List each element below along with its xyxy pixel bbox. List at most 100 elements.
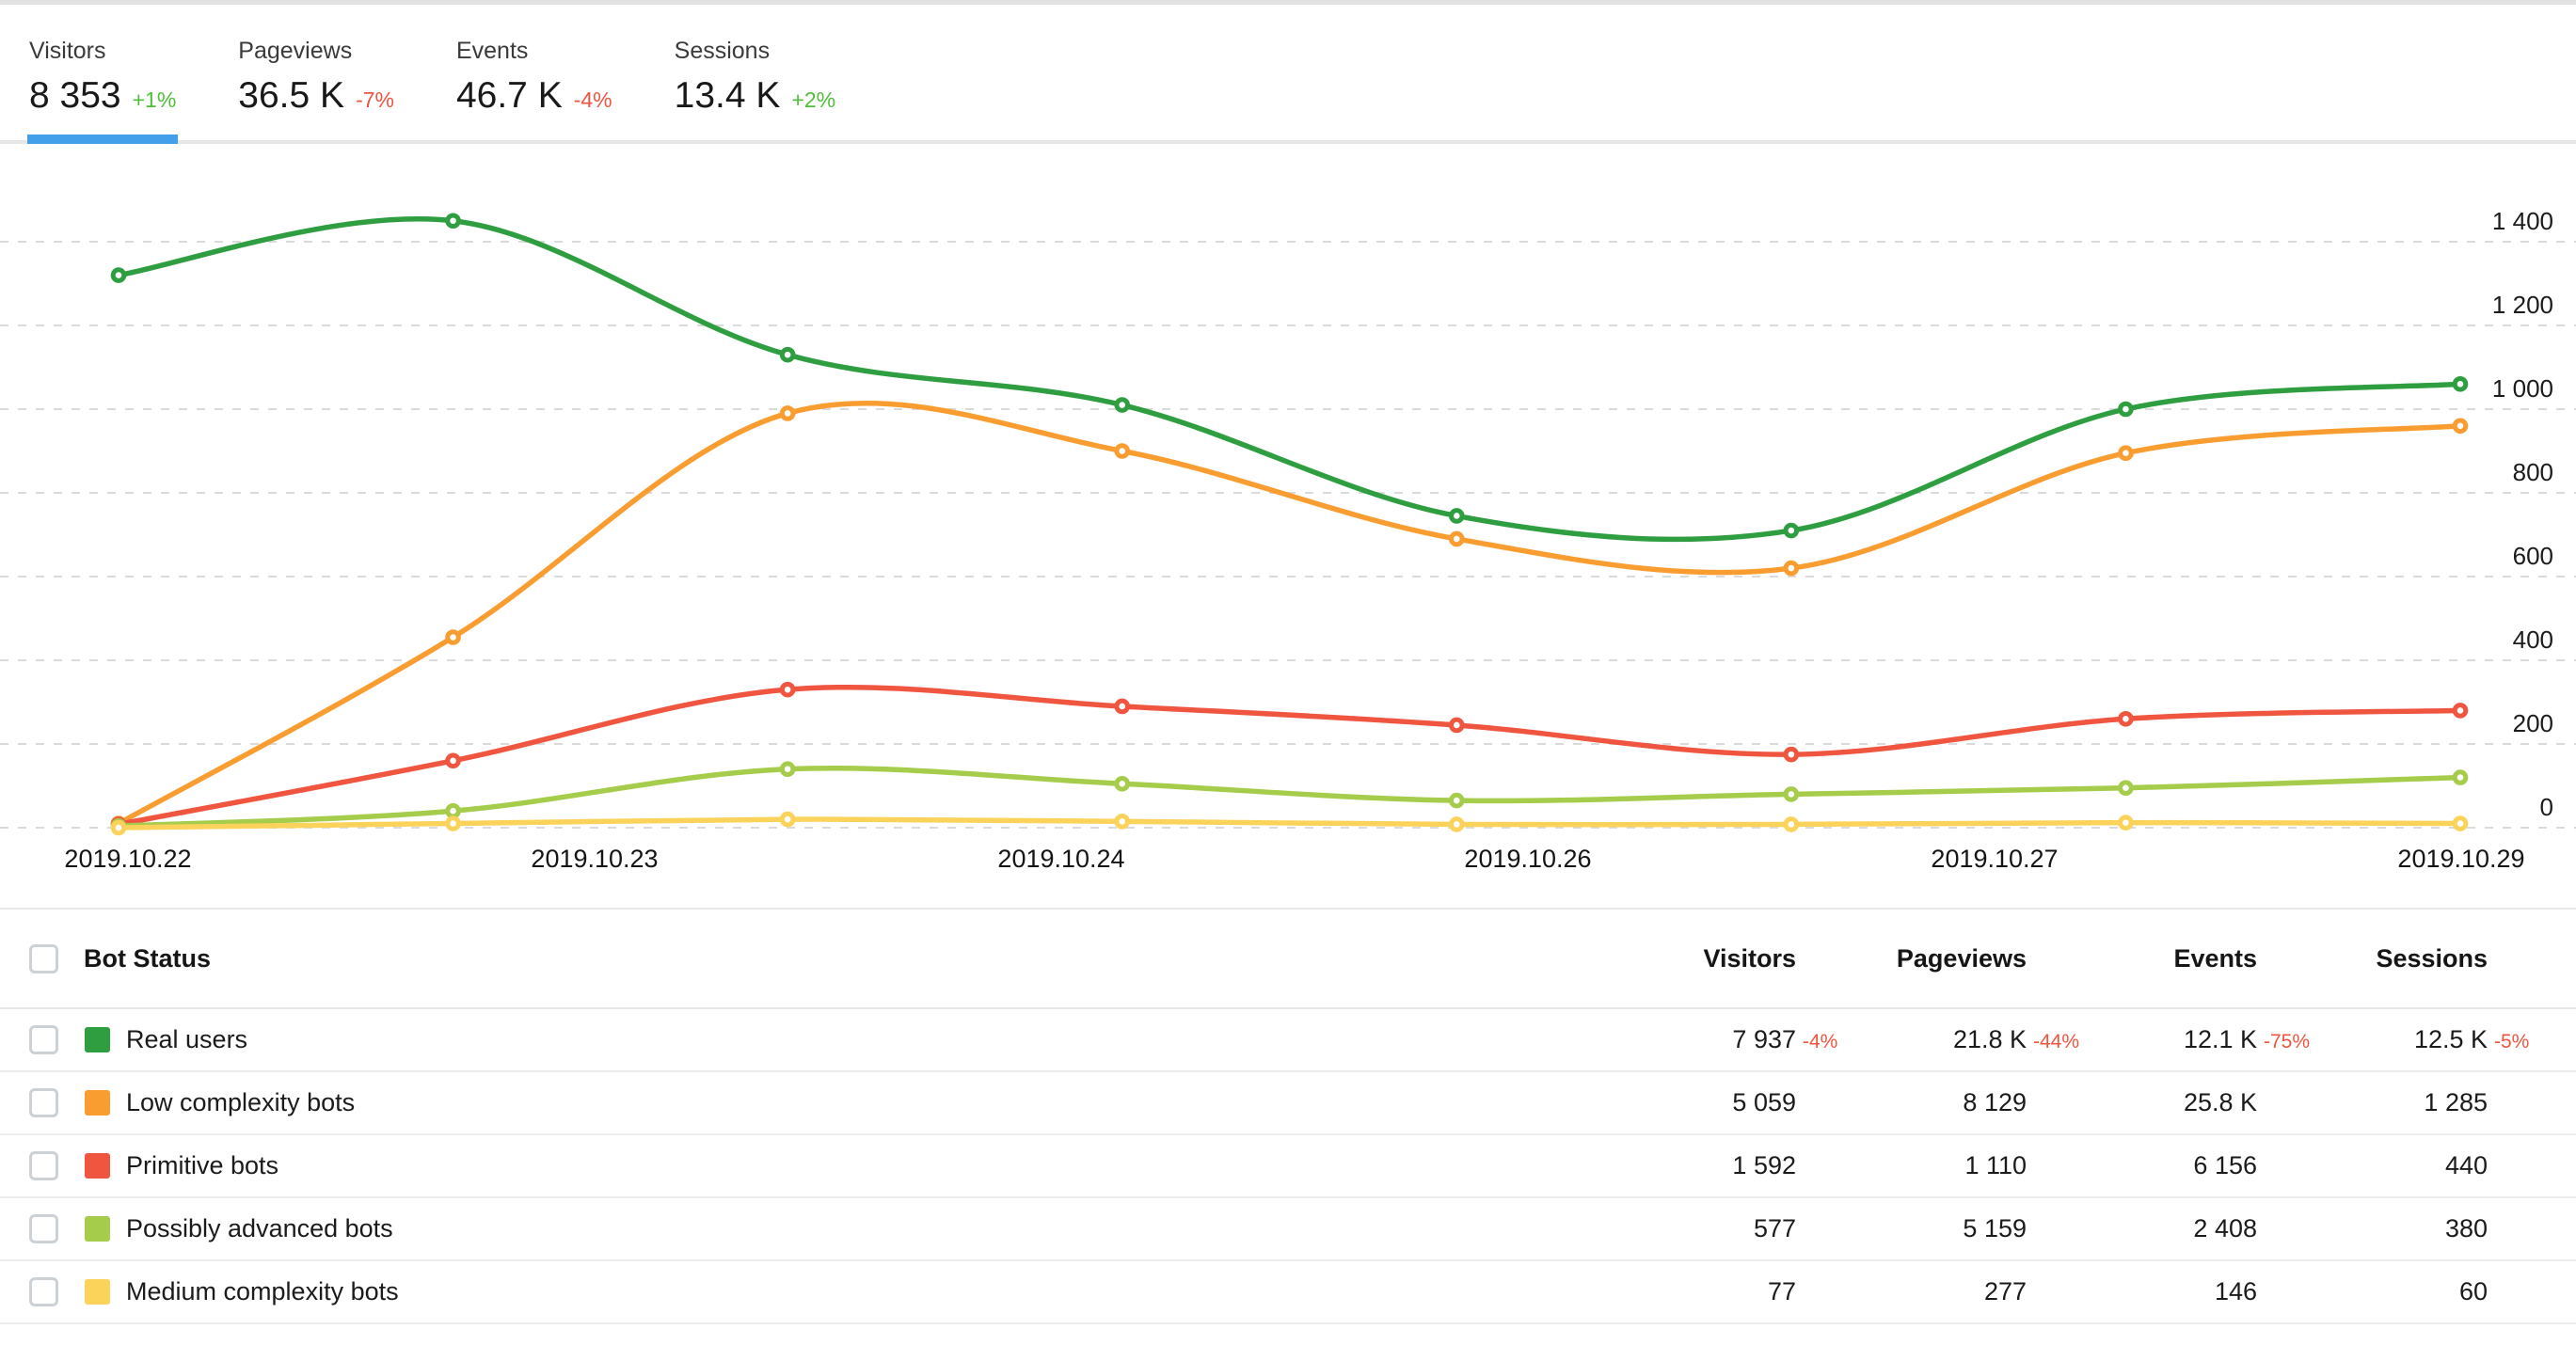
x-axis-labels: 2019.10.22 2019.10.23 2019.10.24 2019.10.26… — [64, 845, 2524, 873]
marker-medium-complexity-bots-7[interactable] — [2452, 815, 2469, 831]
marker-low-complexity-bots-1[interactable] — [445, 629, 461, 645]
marker-medium-complexity-bots-0[interactable] — [110, 819, 127, 836]
y-tick-label: 800 — [2513, 458, 2553, 486]
y-tick-label: 1 000 — [2492, 374, 2553, 403]
x-tick-label: 2019.10.24 — [997, 845, 1124, 873]
cell-value: 12.5 K — [2413, 1025, 2488, 1053]
marker-possibly-advanced-bots-3[interactable] — [1114, 775, 1131, 792]
table-row-medium-complexity-bots[interactable]: Medium complexity bots 77 277 146 60 — [0, 1261, 2576, 1324]
table-row-real-users[interactable]: Real users 7 937 -4% 21.8 K -44% 12.1 K … — [0, 1009, 2576, 1072]
row-checkbox[interactable] — [29, 1151, 58, 1180]
tab-sessions[interactable]: Sessions 13.4 K +2% — [673, 5, 837, 140]
marker-real-users-1[interactable] — [445, 213, 461, 229]
series-line-low-complexity-bots — [117, 400, 2461, 826]
cell-value: 12.1 K — [2183, 1025, 2257, 1053]
marker-possibly-advanced-bots-7[interactable] — [2452, 769, 2469, 785]
marker-primitive-bots-2[interactable] — [779, 681, 796, 698]
select-all-checkbox[interactable] — [29, 943, 58, 973]
series-medium-complexity-bots[interactable] — [110, 811, 2469, 836]
cell-delta: -75% — [2264, 1031, 2311, 1052]
marker-primitive-bots-3[interactable] — [1114, 698, 1131, 715]
marker-primitive-bots-4[interactable] — [1448, 717, 1465, 734]
marker-real-users-6[interactable] — [2118, 401, 2134, 418]
cell-value: 5 059 — [1732, 1088, 1796, 1116]
marker-medium-complexity-bots-2[interactable] — [779, 811, 796, 828]
y-tick-label: 400 — [2513, 625, 2553, 654]
column-header-visitors[interactable]: Visitors — [1703, 943, 1796, 973]
x-tick-label: 2019.10.29 — [2397, 845, 2524, 873]
series-real-users[interactable] — [110, 213, 2469, 543]
y-axis-labels: 0 200 400 600 800 1 000 1 200 1 400 — [2492, 207, 2553, 821]
marker-medium-complexity-bots-3[interactable] — [1114, 814, 1131, 830]
marker-low-complexity-bots-2[interactable] — [779, 405, 796, 421]
series-color-swatch — [85, 1216, 110, 1242]
marker-real-users-2[interactable] — [779, 346, 796, 363]
metric-tab-label: Sessions — [674, 38, 771, 64]
marker-low-complexity-bots-7[interactable] — [2452, 418, 2469, 435]
cell-value: 77 — [1767, 1277, 1796, 1305]
cell-value: 7 937 — [1732, 1025, 1796, 1053]
column-header-sessions[interactable]: Sessions — [2376, 943, 2488, 973]
marker-primitive-bots-7[interactable] — [2452, 703, 2469, 719]
table-header-row: Bot Status Visitors Pageviews Events Ses… — [0, 910, 2576, 1009]
table-row-possibly-advanced-bots[interactable]: Possibly advanced bots 577 5 159 2 408 3… — [0, 1198, 2576, 1261]
marker-low-complexity-bots-4[interactable] — [1448, 530, 1465, 547]
marker-low-complexity-bots-5[interactable] — [1783, 560, 1800, 577]
marker-real-users-0[interactable] — [110, 267, 127, 283]
series-color-swatch — [85, 1153, 110, 1179]
metric-tab-label: Pageviews — [238, 38, 353, 64]
marker-possibly-advanced-bots-4[interactable] — [1448, 792, 1465, 809]
marker-real-users-5[interactable] — [1783, 522, 1800, 539]
row-checkbox[interactable] — [29, 1025, 58, 1054]
row-label: Medium complexity bots — [126, 1277, 399, 1305]
cell-value: 380 — [2444, 1214, 2488, 1242]
x-tick-label: 2019.10.22 — [64, 845, 191, 873]
y-tick-label: 600 — [2513, 542, 2553, 570]
row-checkbox[interactable] — [29, 1214, 58, 1243]
cell-value: 1 285 — [2424, 1088, 2488, 1116]
cell-value: 2 408 — [2193, 1214, 2257, 1242]
tab-events[interactable]: Events 46.7 K -4% — [454, 5, 614, 140]
series-line-primitive-bots — [118, 684, 2461, 828]
marker-low-complexity-bots-6[interactable] — [2118, 445, 2134, 462]
row-checkbox[interactable] — [29, 1277, 58, 1306]
y-tick-label: 1 400 — [2492, 207, 2553, 235]
marker-primitive-bots-5[interactable] — [1783, 746, 1800, 763]
cell-value: 1 110 — [1964, 1151, 2027, 1179]
y-tick-label: 200 — [2513, 709, 2553, 737]
marker-medium-complexity-bots-5[interactable] — [1783, 816, 1800, 832]
y-tick-label: 0 — [2540, 793, 2553, 821]
marker-primitive-bots-6[interactable] — [2118, 711, 2134, 727]
marker-primitive-bots-1[interactable] — [445, 752, 461, 769]
marker-possibly-advanced-bots-1[interactable] — [445, 802, 461, 819]
cell-delta: -5% — [2494, 1031, 2530, 1052]
row-checkbox[interactable] — [29, 1088, 58, 1117]
column-header-events[interactable]: Events — [2173, 943, 2257, 973]
marker-medium-complexity-bots-4[interactable] — [1448, 816, 1465, 832]
marker-medium-complexity-bots-6[interactable] — [2118, 815, 2134, 831]
cell-delta: -4% — [1803, 1031, 1838, 1052]
cell-value: 21.8 K — [1952, 1025, 2027, 1053]
marker-low-complexity-bots-3[interactable] — [1114, 443, 1131, 459]
cell-value: 5 159 — [1963, 1214, 2027, 1242]
marker-medium-complexity-bots-1[interactable] — [445, 815, 461, 831]
marker-real-users-3[interactable] — [1114, 397, 1131, 413]
cell-delta: -44% — [2033, 1031, 2080, 1052]
chart-area: 0 200 400 600 800 1 000 1 200 1 400 2019.10.22 20… — [0, 144, 2576, 908]
tab-pageviews[interactable]: Pageviews 36.5 K -7% — [236, 5, 396, 140]
marker-possibly-advanced-bots-2[interactable] — [779, 761, 796, 778]
marker-possibly-advanced-bots-5[interactable] — [1783, 786, 1800, 802]
tab-visitors[interactable]: Visitors 8 353 +1% — [27, 5, 179, 144]
column-header-pageviews[interactable]: Pageviews — [1896, 943, 2027, 973]
marker-real-users-4[interactable] — [1448, 508, 1465, 524]
x-tick-label: 2019.10.26 — [1464, 845, 1591, 873]
table-row-low-complexity-bots[interactable]: Low complexity bots 5 059 8 129 25.8 K 1… — [0, 1072, 2576, 1135]
series-color-swatch — [85, 1279, 110, 1305]
series-low-complexity-bots[interactable] — [110, 400, 2469, 831]
marker-real-users-7[interactable] — [2452, 376, 2469, 392]
cell-value: 440 — [2444, 1151, 2488, 1179]
cell-value: 25.8 K — [2183, 1088, 2257, 1116]
table-row-primitive-bots[interactable]: Primitive bots 1 592 1 110 6 156 440 — [0, 1135, 2576, 1198]
marker-possibly-advanced-bots-6[interactable] — [2118, 780, 2134, 797]
